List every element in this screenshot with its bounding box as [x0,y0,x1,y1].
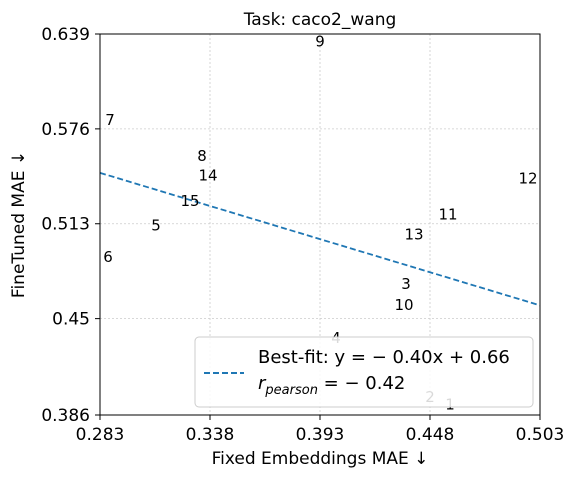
x-tick-label: 0.393 [296,425,345,445]
point-label-11: 11 [438,206,457,224]
y-tick-label: 0.513 [41,215,90,235]
fit-line-group [99,171,541,307]
point-label-13: 13 [404,225,423,243]
point-label-3: 3 [401,275,411,293]
point-label-5: 5 [151,216,161,234]
point-label-9: 9 [315,33,325,51]
point-label-15: 15 [180,192,199,210]
x-tick-label: 0.448 [406,425,455,445]
y-tick-label: 0.386 [41,406,90,426]
point-label-12: 12 [518,170,537,188]
x-tick-label: 0.338 [186,425,235,445]
point-label-7: 7 [105,111,115,129]
legend-pearson-label: rpearson = − 0.42 [258,373,405,398]
x-tick-label: 0.283 [76,425,125,445]
x-axis-label: Fixed Embeddings MAE ↓ [212,449,429,469]
point-label-6: 6 [103,248,113,266]
y-axis-label: FineTuned MAE ↓ [9,151,29,298]
point-label-14: 14 [198,167,217,185]
legend-box [194,336,534,408]
point-label-8: 8 [197,147,207,165]
point-label-10: 10 [394,296,413,314]
x-tick-label: 0.503 [516,425,565,445]
y-tick-label: 0.576 [41,120,90,140]
y-tick-label: 0.639 [41,25,90,45]
legend: Best-fit: y = − 0.40x + 0.66 rpearson = … [194,336,534,408]
y-axis: 0.386 0.45 0.513 0.576 0.639 [41,25,100,426]
fit-line [99,171,541,307]
chart-title: Task: caco2_wang [243,10,397,30]
x-axis: 0.283 0.338 0.393 0.448 0.503 [76,415,565,445]
legend-fit-label: Best-fit: y = − 0.40x + 0.66 [258,347,510,368]
y-tick-label: 0.45 [52,310,90,330]
